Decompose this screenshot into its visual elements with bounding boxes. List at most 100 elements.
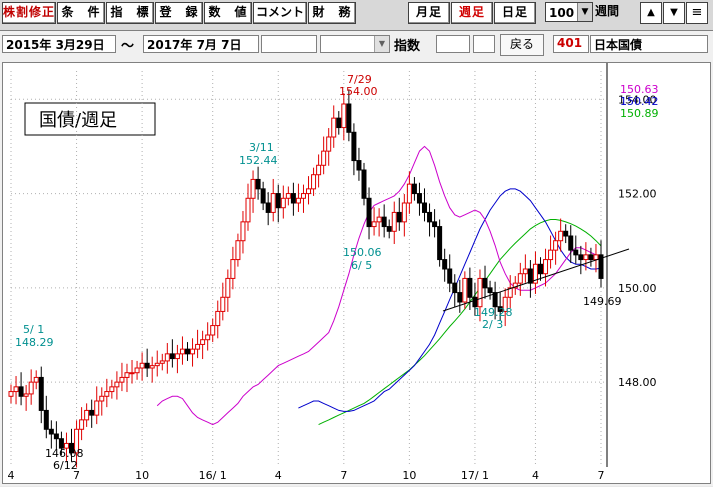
x-tick-label: 10 — [402, 469, 416, 482]
candle-body — [527, 268, 533, 284]
candle-body — [366, 197, 372, 228]
candle-body — [220, 296, 226, 312]
bar-count-select[interactable]: 100 ▼ — [545, 2, 593, 22]
candle-body — [406, 183, 412, 204]
register-button[interactable]: 登 録 — [155, 2, 203, 24]
candle-body — [89, 409, 95, 416]
candle-body — [149, 365, 155, 369]
ma-line-long — [318, 219, 602, 426]
candle-body — [119, 376, 125, 383]
moving-averages — [156, 145, 602, 426]
candle-body — [311, 174, 317, 190]
candle-body — [316, 164, 322, 176]
candle-body — [346, 103, 352, 133]
comment-button[interactable]: コメント — [253, 2, 307, 24]
candle-body — [558, 230, 564, 242]
candle-body — [295, 197, 301, 204]
candle-body — [33, 376, 39, 383]
candle-body — [331, 117, 337, 138]
candle-body — [306, 188, 312, 195]
menu-button[interactable]: ≡ — [686, 2, 708, 24]
start-date-field[interactable]: 2015年 3月29日 — [2, 35, 116, 53]
candle-body — [386, 226, 392, 232]
candle-body — [487, 287, 493, 294]
candle-body — [376, 216, 382, 223]
monthly-button[interactable]: 月足 — [408, 2, 450, 24]
candle-body — [537, 263, 543, 275]
annotation-date-1: 5/ 1 — [23, 323, 44, 336]
candle-body — [583, 254, 589, 261]
candle-body — [154, 362, 160, 367]
scroll-up-button[interactable]: ▲ — [640, 2, 662, 24]
candle-body — [336, 117, 342, 129]
ma-value-2: 150.42 — [620, 95, 659, 108]
index-combo[interactable]: ▼ — [320, 35, 390, 53]
candle-body — [13, 386, 19, 393]
candle-body — [200, 339, 206, 345]
candle-body — [391, 211, 397, 232]
values-button[interactable]: 数 値 — [204, 2, 252, 24]
indicators-button[interactable]: 指 標 — [106, 2, 154, 24]
candle-body — [442, 259, 448, 270]
range-separator: 〜 — [121, 39, 135, 54]
back-button[interactable]: 戻る — [500, 34, 544, 56]
candle-body — [553, 240, 559, 251]
x-tick-label: 4 — [8, 469, 15, 482]
candle-body — [477, 277, 483, 308]
bar-count-value: 100 — [549, 6, 575, 20]
conditions-button[interactable]: 条 件 — [57, 2, 105, 24]
candle-body — [179, 348, 185, 355]
index-field-1[interactable] — [436, 35, 470, 53]
candles — [8, 89, 604, 468]
chevron-down-icon[interactable]: ▼ — [374, 36, 389, 52]
candle-body — [512, 282, 518, 289]
candle-body — [114, 381, 120, 388]
blank-field[interactable] — [261, 35, 317, 53]
candle-body — [190, 348, 196, 355]
end-date-field[interactable]: 2017年 7月 7日 — [143, 35, 259, 53]
candle-body — [104, 391, 110, 397]
x-tick-label: 7 — [73, 469, 80, 482]
candle-body — [396, 211, 402, 223]
daily-button[interactable]: 日足 — [494, 2, 536, 24]
candle-body — [215, 310, 221, 327]
chart-panel[interactable]: 国債/週足 148.00 150.00 152.00 154.00 4 7 10 16/ 1… — [2, 62, 711, 484]
candle-body — [99, 395, 105, 402]
candle-body — [290, 193, 296, 204]
chevron-down-icon[interactable]: ▼ — [577, 3, 592, 21]
candle-body — [134, 367, 140, 374]
scroll-down-button[interactable]: ▼ — [663, 2, 685, 24]
x-tick-label: 7 — [598, 469, 605, 482]
index-field-2[interactable] — [473, 35, 495, 53]
candle-body — [427, 211, 433, 223]
split-adjust-button[interactable]: 株割修正 — [2, 2, 56, 24]
weekly-button[interactable]: 週足 — [451, 2, 493, 24]
candle-body — [568, 235, 574, 251]
code-field[interactable]: 401 — [553, 35, 589, 53]
candle-body — [300, 193, 306, 199]
x-tick-label: 4 — [532, 469, 539, 482]
annotation-value-4: 154.00 — [339, 85, 378, 98]
candle-body — [371, 221, 377, 228]
candle-body — [381, 216, 387, 228]
candle-body — [94, 400, 100, 416]
annotation-date-4: 7/29 — [347, 73, 372, 86]
candle-body — [507, 287, 513, 298]
candle-body — [492, 292, 498, 308]
candle-body — [447, 268, 453, 284]
candle-body — [482, 277, 488, 289]
candle-body — [548, 249, 554, 261]
candle-body — [452, 282, 458, 294]
bar-count-unit: 週間 — [595, 4, 620, 18]
candle-body — [240, 221, 246, 242]
candle-body — [462, 277, 468, 303]
financials-button[interactable]: 財 務 — [308, 2, 356, 24]
candle-body — [351, 131, 357, 162]
price-chart[interactable]: 国債/週足 148.00 150.00 152.00 154.00 4 7 10 16/ 1… — [3, 63, 710, 483]
candle-body — [265, 202, 271, 213]
annotation-value-3: 152.44 — [239, 154, 278, 167]
toolbar: 株割修正 条 件 指 標 登 録 数 値 コメント 財 務 月足 週足 日足 1… — [0, 0, 713, 31]
y-tick-label: 148.00 — [618, 376, 657, 389]
candle-body — [270, 193, 276, 213]
candle-body — [598, 254, 604, 279]
